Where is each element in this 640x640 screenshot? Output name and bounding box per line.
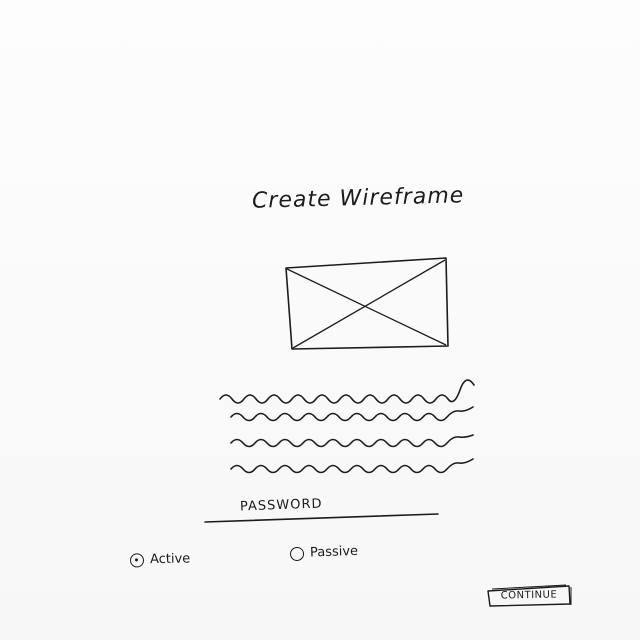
image-placeholder [282,256,450,352]
radio-unselected-icon [289,546,305,561]
radio-option-passive[interactable]: Passive [289,543,359,561]
text-line-squiggle [219,379,475,404]
radio-option-active[interactable]: Active [129,551,191,568]
text-line-squiggle [230,406,474,422]
text-line-squiggle [230,434,474,448]
password-field[interactable] [204,508,440,526]
continue-button[interactable]: CONTINUE [486,584,572,608]
radio-label-active: Active [149,551,191,568]
continue-label: CONTINUE [500,589,558,602]
radio-label-passive: Passive [309,543,359,561]
text-line-squiggle [230,458,474,474]
page-title: Create Wireframe [251,183,465,214]
image-placeholder-icon [285,257,449,350]
radio-selected-icon [129,552,145,568]
placeholder-text-block [215,375,500,480]
